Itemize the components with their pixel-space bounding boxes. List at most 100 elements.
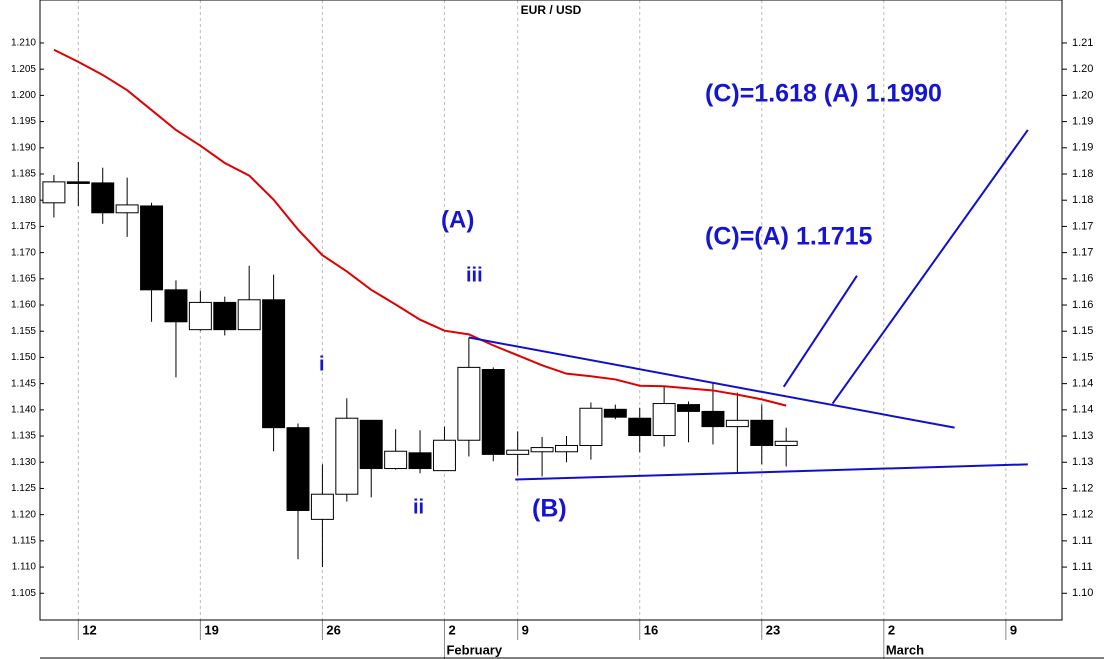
y2-tick-label: 1.15 bbox=[1072, 351, 1093, 363]
y2-tick-label: 1.12 bbox=[1072, 482, 1093, 494]
y-tick-label: 1.145 bbox=[11, 378, 36, 389]
y2-tick-label: 1.19 bbox=[1072, 115, 1093, 127]
trendline bbox=[515, 463, 1028, 481]
x-tick-label: 12 bbox=[82, 622, 96, 637]
y-tick-label: 1.195 bbox=[11, 116, 36, 127]
candle-body bbox=[310, 493, 334, 520]
annotation: (B) bbox=[532, 495, 567, 523]
annotation: ii bbox=[413, 496, 424, 518]
y2-tick-label: 1.12 bbox=[1072, 509, 1093, 521]
y-tick-label: 1.180 bbox=[11, 195, 36, 206]
y-tick-label: 1.185 bbox=[11, 169, 36, 180]
candle-body bbox=[237, 299, 261, 331]
y2-tick-label: 1.21 bbox=[1072, 37, 1093, 49]
y2-tick-label: 1.18 bbox=[1072, 194, 1093, 206]
y-tick-label: 1.190 bbox=[11, 142, 36, 153]
candle-body bbox=[701, 410, 725, 428]
annotation: iii bbox=[466, 264, 483, 286]
y2-tick-label: 1.18 bbox=[1072, 168, 1093, 180]
x-tick-label: 26 bbox=[326, 622, 340, 637]
y-tick-label: 1.165 bbox=[11, 273, 36, 284]
y2-tick-label: 1.10 bbox=[1072, 587, 1093, 599]
y2-tick-label: 1.11 bbox=[1072, 561, 1093, 573]
candle-body bbox=[140, 205, 164, 291]
y-tick-label: 1.130 bbox=[11, 457, 36, 468]
y-tick-label: 1.135 bbox=[11, 431, 36, 442]
y-tick-label: 1.170 bbox=[11, 247, 36, 258]
month-label: February bbox=[446, 642, 502, 657]
y2-tick-label: 1.14 bbox=[1072, 378, 1093, 390]
y2-tick-label: 1.19 bbox=[1072, 142, 1093, 154]
candle-body bbox=[652, 403, 676, 437]
y-tick-label: 1.110 bbox=[12, 562, 37, 573]
candle-body bbox=[262, 299, 286, 429]
candle-body bbox=[774, 440, 798, 446]
candle-body bbox=[530, 447, 554, 453]
candle-body bbox=[66, 181, 90, 184]
x-tick-label: 9 bbox=[522, 622, 529, 637]
y2-tick-label: 1.20 bbox=[1072, 89, 1093, 101]
candle-body bbox=[628, 417, 652, 437]
plot-frame bbox=[39, 0, 1063, 621]
candle-body bbox=[432, 439, 456, 472]
candle-body bbox=[677, 404, 701, 412]
y2-tick-label: 1.11 bbox=[1072, 535, 1093, 547]
y-tick-label: 1.115 bbox=[12, 536, 37, 547]
candle-body bbox=[408, 452, 432, 470]
y-tick-label: 1.205 bbox=[11, 64, 36, 75]
chart-title: EUR / USD bbox=[521, 3, 582, 17]
trendline bbox=[831, 129, 1029, 405]
candle-body bbox=[750, 419, 774, 446]
candle-body bbox=[359, 419, 383, 470]
y2-tick-label: 1.17 bbox=[1072, 247, 1093, 259]
y-tick-label: 1.105 bbox=[11, 588, 36, 599]
y2-tick-label: 1.15 bbox=[1072, 325, 1093, 337]
candle-body bbox=[286, 427, 310, 511]
candle-body bbox=[506, 449, 530, 455]
annotation: i bbox=[319, 353, 325, 375]
y-tick-label: 1.125 bbox=[11, 483, 36, 494]
moving-average bbox=[53, 48, 787, 407]
candle-body bbox=[481, 368, 505, 455]
y-tick-label: 1.175 bbox=[11, 221, 36, 232]
annotation: (C)=(A) 1.1715 bbox=[705, 223, 873, 251]
x-tick-label: 2 bbox=[888, 622, 895, 637]
candle-body bbox=[91, 182, 115, 214]
y-tick-label: 1.150 bbox=[11, 352, 36, 363]
x-tick-label: 23 bbox=[766, 622, 780, 637]
candle-body bbox=[188, 301, 212, 331]
x-tick-label: 19 bbox=[204, 622, 218, 637]
trendline bbox=[782, 275, 858, 388]
candle-body bbox=[579, 407, 603, 446]
y2-tick-label: 1.13 bbox=[1072, 430, 1093, 442]
y-tick-label: 1.200 bbox=[11, 90, 36, 101]
annotation: (A) bbox=[441, 206, 474, 233]
y2-tick-label: 1.20 bbox=[1072, 63, 1093, 75]
y-tick-label: 1.120 bbox=[11, 509, 36, 520]
y-tick-label: 1.160 bbox=[11, 300, 36, 311]
y2-tick-label: 1.14 bbox=[1072, 404, 1093, 416]
candle-body bbox=[164, 289, 188, 323]
candle-body bbox=[603, 408, 627, 418]
candle-body bbox=[115, 204, 139, 214]
candle-body bbox=[213, 301, 237, 331]
y2-tick-label: 1.16 bbox=[1072, 273, 1093, 285]
x-tick-label: 2 bbox=[448, 622, 455, 637]
y-tick-label: 1.155 bbox=[11, 326, 36, 337]
x-tick-label: 16 bbox=[644, 622, 658, 637]
candle-body bbox=[42, 181, 66, 204]
candle-body bbox=[457, 366, 481, 441]
annotation: (C)=1.618 (A) 1.1990 bbox=[705, 80, 942, 108]
candle-body bbox=[384, 450, 408, 470]
candle-body bbox=[335, 417, 359, 495]
x-tick-label: 9 bbox=[1010, 622, 1017, 637]
candle-body bbox=[725, 419, 749, 428]
y-tick-label: 1.210 bbox=[11, 38, 36, 49]
y2-tick-label: 1.13 bbox=[1072, 456, 1093, 468]
candle-body bbox=[555, 444, 578, 453]
y2-tick-label: 1.17 bbox=[1072, 220, 1093, 232]
trendline bbox=[468, 336, 955, 429]
month-label: March bbox=[886, 642, 924, 657]
